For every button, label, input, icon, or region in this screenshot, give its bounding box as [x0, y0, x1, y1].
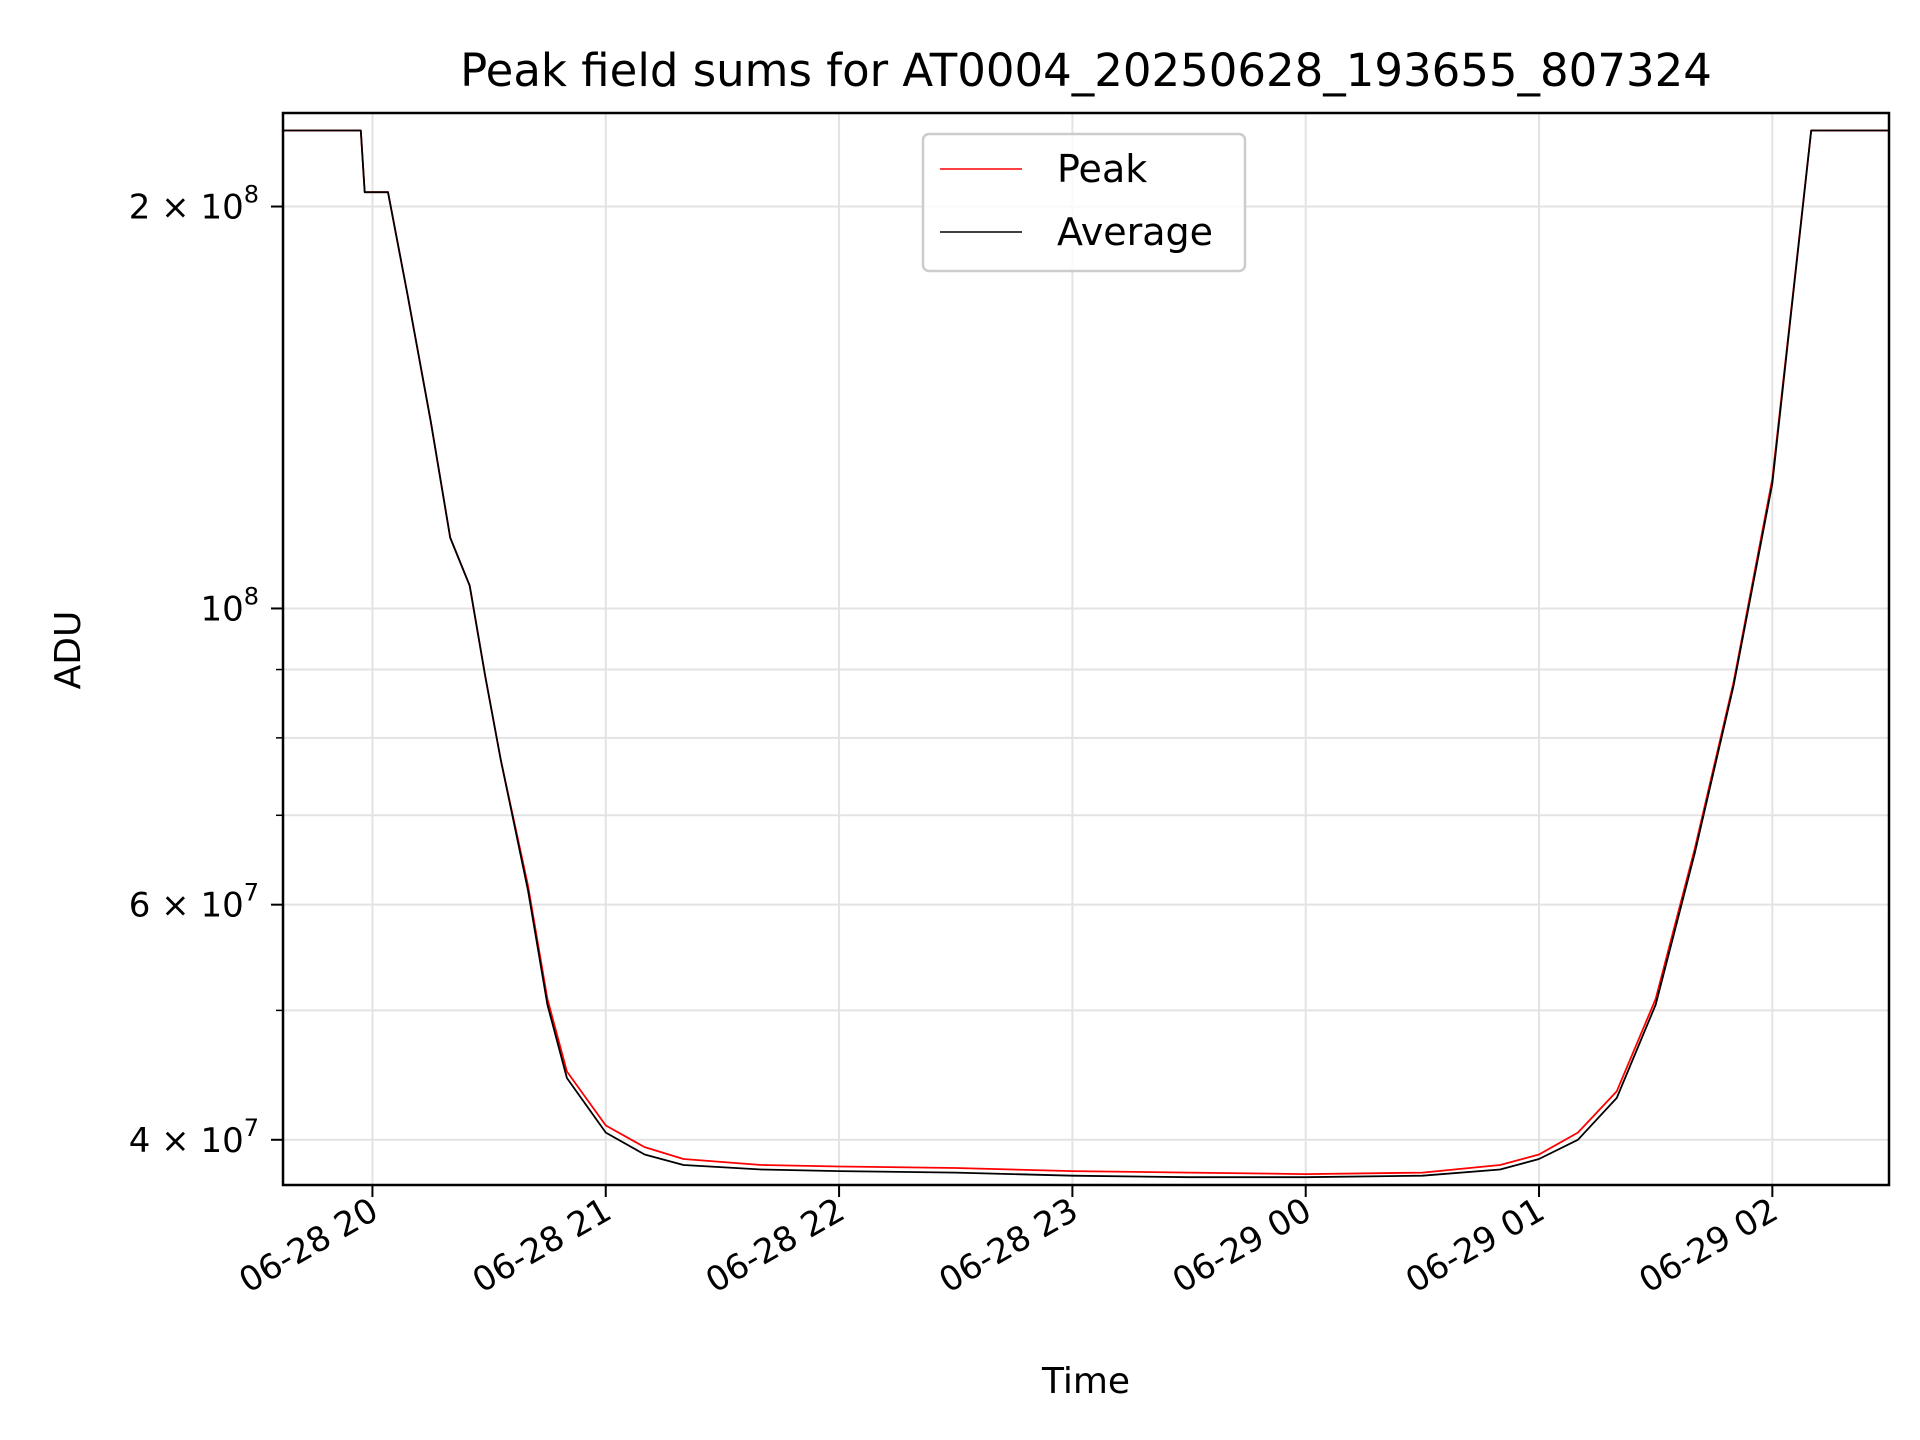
y-tick-label: 6 × 107: [129, 879, 259, 926]
series-line-average: [283, 129, 1889, 1179]
y-tick-label: 2 × 108: [129, 181, 259, 228]
legend-label-average: Average: [1057, 210, 1213, 254]
series-lines: [283, 129, 1889, 1179]
chart-title: Peak field sums for AT0004_20250628_1936…: [460, 44, 1712, 97]
legend: Peak Average: [921, 132, 1247, 273]
x-axis-label: Time: [1041, 1361, 1130, 1402]
y-axis-label: ADU: [48, 611, 89, 690]
plot-frame: [281, 111, 1891, 1187]
legend-label-peak: Peak: [1057, 147, 1147, 191]
y-tick-label: 4 × 107: [129, 1114, 259, 1161]
